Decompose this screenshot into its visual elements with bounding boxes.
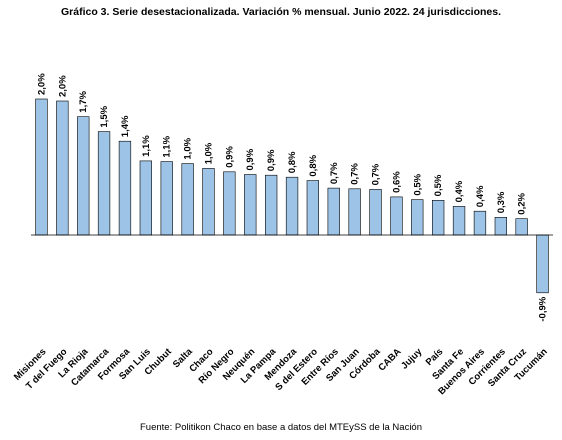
- category-label: CABA: [376, 346, 403, 373]
- bar-6: [160, 161, 173, 236]
- category-label: Jujuy: [399, 346, 425, 372]
- bar-18: [411, 199, 424, 236]
- bar-13: [306, 180, 319, 236]
- bar-7: [181, 163, 194, 236]
- value-label: 2,0%: [36, 73, 47, 95]
- value-label: 0,9%: [224, 146, 235, 168]
- bar-15: [348, 188, 361, 236]
- bar-17: [390, 196, 403, 236]
- bar-16: [369, 189, 382, 236]
- value-label: 2,0%: [57, 75, 68, 97]
- bar-23: [515, 218, 528, 236]
- bar-20: [452, 206, 466, 236]
- value-label: 0,9%: [266, 149, 277, 171]
- value-label: 0,5%: [412, 173, 423, 195]
- bar-9: [223, 171, 236, 236]
- bar-12: [285, 176, 299, 236]
- bar-0: [35, 98, 48, 236]
- bar-22: [494, 217, 507, 236]
- value-label: 0,4%: [475, 185, 486, 207]
- value-label: 0,8%: [308, 154, 319, 176]
- value-label: 1,0%: [183, 137, 194, 159]
- value-label: 1,1%: [141, 135, 152, 157]
- bar-24: [536, 234, 549, 294]
- bar-2: [77, 116, 90, 236]
- value-label: 0,6%: [391, 171, 402, 193]
- value-label: 0,8%: [287, 151, 298, 173]
- value-label: 0,2%: [517, 192, 528, 214]
- chart-title: Gráfico 3. Serie desestacionalizada. Var…: [60, 6, 502, 18]
- bar-19: [431, 200, 445, 236]
- bars-layer: [35, 98, 549, 294]
- bar-8: [202, 168, 215, 236]
- value-label: 0,9%: [245, 148, 256, 170]
- bar-3: [97, 131, 111, 236]
- value-label: 1,1%: [162, 135, 173, 157]
- bar-4: [118, 140, 132, 236]
- value-label: 0,3%: [496, 191, 507, 213]
- bar-21: [473, 210, 487, 236]
- value-label: -0,9%: [538, 296, 549, 321]
- value-label: 1,7%: [78, 90, 89, 112]
- value-label: 1,5%: [99, 105, 110, 127]
- value-label: 0,4%: [454, 180, 465, 202]
- value-label: 0,5%: [433, 174, 444, 196]
- bar-10: [244, 174, 257, 236]
- value-label: 0,7%: [329, 162, 340, 184]
- value-label: 1,4%: [120, 115, 131, 137]
- bar-1: [56, 100, 69, 236]
- bar-11: [264, 174, 278, 236]
- value-label: 0,7%: [350, 163, 361, 185]
- chart-source: Fuente: Politikon Chaco en base a datos …: [140, 422, 422, 433]
- value-label: 0,7%: [371, 163, 382, 185]
- value-label: 1,0%: [204, 142, 215, 164]
- bar-14: [327, 187, 340, 236]
- bar-5: [139, 160, 152, 236]
